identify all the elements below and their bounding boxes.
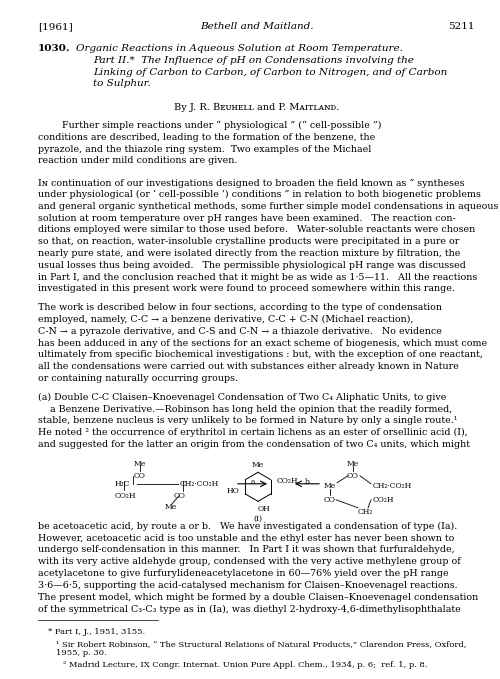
Text: acetylacetone to give furfurylideneacetylacetone in 60—76% yield over the pH ran: acetylacetone to give furfurylideneacety… [38,569,449,578]
Text: CO₂H: CO₂H [276,477,298,485]
Text: CO₂H: CO₂H [373,496,394,504]
Text: CO: CO [347,472,359,480]
Text: stable, benzene nucleus is very unlikely to be formed in Nature by only a single: stable, benzene nucleus is very unlikely… [38,416,458,426]
Text: employed, namely, C-C → a benzene derivative, C-C + C-N (Michael reaction),: employed, namely, C-C → a benzene deriva… [38,315,414,324]
Text: 5211: 5211 [448,22,475,31]
Text: to Sulphur.: to Sulphur. [93,79,151,88]
Text: However, acetoacetic acid is too unstable and the ethyl ester has never been sho: However, acetoacetic acid is too unstabl… [38,534,455,543]
Text: with its very active aldehyde group, condensed with the very active methylene gr: with its very active aldehyde group, con… [38,557,461,566]
Text: b: b [304,478,310,485]
Text: and suggested for the latter an origin from the condensation of two C₄ units, wh: and suggested for the latter an origin f… [38,440,470,449]
Text: CO: CO [174,492,186,500]
Text: of the symmetrical C₃-C₃ type as in (Ia), was diethyl 2-hydroxy-4,6-dimethylisop: of the symmetrical C₃-C₃ type as in (Ia)… [38,604,461,614]
Text: Me: Me [252,461,264,469]
Text: has been adduced in any of the sections for an exact scheme of biogenesis, which: has been adduced in any of the sections … [38,339,487,348]
Text: in Part I, and the conclusion reached that it might be as wide as 1·5—11.   All : in Part I, and the conclusion reached th… [38,272,477,282]
Text: Me: Me [324,482,336,490]
Text: By J. R. Bᴇᴜʜᴇʟʟ and P. Mᴀɪᴛʟᴀɴᴅ.: By J. R. Bᴇᴜʜᴇʟʟ and P. Mᴀɪᴛʟᴀɴᴅ. [174,103,339,112]
Text: CO: CO [324,496,336,504]
Text: 1955, p. 30.: 1955, p. 30. [56,649,106,657]
Text: Further simple reactions under “ physiological ” (“ cell-possible ”): Further simple reactions under “ physiol… [38,121,382,130]
Text: be acetoacetic acid, by route a or b.   We have investigated a condensation of t: be acetoacetic acid, by route a or b. We… [38,521,457,531]
Text: The present model, which might be formed by a double Claisen–Knoevenagel condens: The present model, which might be formed… [38,593,478,602]
Text: * Part I, J., 1951, 3155.: * Part I, J., 1951, 3155. [48,628,145,636]
Text: usual losses thus being avoided.   The permissible physiological pH range was di: usual losses thus being avoided. The per… [38,261,466,270]
Text: HO: HO [227,487,239,495]
Text: investigated in this present work were found to proceed somewhere within this ra: investigated in this present work were f… [38,285,455,293]
Text: solution at room temperature over pH ranges have been examined.   The reaction c: solution at room temperature over pH ran… [38,214,456,223]
Text: ¹ Sir Robert Robinson, “ The Structural Relations of Natural Products,” Clarendo: ¹ Sir Robert Robinson, “ The Structural … [56,640,467,648]
Text: Bethell and Maitland.: Bethell and Maitland. [200,22,313,31]
Text: CH₂·CO₂H: CH₂·CO₂H [180,480,219,488]
Text: Iɴ continuation of our investigations designed to broaden the field known as “ s: Iɴ continuation of our investigations de… [38,178,465,187]
Text: CH₂: CH₂ [358,508,374,516]
Text: Organic Reactions in Aqueous Solution at Room Temperature.: Organic Reactions in Aqueous Solution at… [76,44,403,53]
Text: a Benzene Derivative.—Robinson has long held the opinion that the readily formed: a Benzene Derivative.—Robinson has long … [38,405,452,414]
Text: H₃C: H₃C [115,480,130,488]
Text: ultimately from specific biochemical investigations : but, with the exception of: ultimately from specific biochemical inv… [38,350,483,359]
Text: (a) Double C-C Claisen–Knoevenagel Condensation of Two C₄ Aliphatic Units, to gi: (a) Double C-C Claisen–Knoevenagel Conde… [38,392,447,402]
Text: all the condensations were carried out with substances either already known in N: all the condensations were carried out w… [38,362,459,371]
Text: conditions are described, leading to the formation of the benzene, the: conditions are described, leading to the… [38,133,375,142]
Text: [1961]: [1961] [38,22,73,31]
Text: The work is described below in four sections, according to the type of condensat: The work is described below in four sect… [38,304,442,312]
Text: nearly pure state, and were isolated directly from the reaction mixture by filtr: nearly pure state, and were isolated dir… [38,249,461,258]
Text: reaction under mild conditions are given.: reaction under mild conditions are given… [38,156,237,166]
Text: 3·6—6·5, supporting the acid-catalysed mechanism for Claisen–Knoevenagel reactio: 3·6—6·5, supporting the acid-catalysed m… [38,581,458,590]
Text: He noted ² the occurrence of erythritol in certain lichens as an ester of orsell: He noted ² the occurrence of erythritol … [38,428,468,437]
Text: a: a [250,478,255,485]
Text: (I): (I) [254,515,262,524]
Text: undergo self-condensation in this manner.   In Part I it was shown that furfural: undergo self-condensation in this manner… [38,545,455,554]
Text: C-N → a pyrazole derivative, and C-S and C-N → a thiazole derivative.   No evide: C-N → a pyrazole derivative, and C-S and… [38,327,442,336]
Text: CO: CO [134,472,146,480]
Text: under physiological (or ‘ cell-possible ’) conditions ” in relation to both biog: under physiological (or ‘ cell-possible … [38,190,481,200]
Text: CO₂H: CO₂H [115,492,136,500]
Text: ditions employed were similar to those used before.   Water-soluble reactants we: ditions employed were similar to those u… [38,225,475,234]
Text: Me: Me [347,460,359,468]
Text: and general organic synthetical methods, some further simple model condensations: and general organic synthetical methods,… [38,202,498,210]
Text: OH: OH [258,505,270,513]
Text: Me: Me [165,503,177,511]
Text: Me: Me [134,460,146,468]
Text: ² Madrid Lecture, IX Congr. Internat. Union Pure Appl. Chem., 1934, p. 6;  ref. : ² Madrid Lecture, IX Congr. Internat. Un… [63,661,428,669]
Text: so that, on reaction, water-insoluble crystalline products were precipitated in : so that, on reaction, water-insoluble cr… [38,237,459,246]
Text: CH₂·CO₂H: CH₂·CO₂H [373,482,412,490]
Text: 1030.: 1030. [38,44,70,53]
Text: Linking of Carbon to Carbon, of Carbon to Nitrogen, and of Carbon: Linking of Carbon to Carbon, of Carbon t… [93,68,448,77]
Text: pyrazole, and the thiazole ring system.  Two examples of the Michael: pyrazole, and the thiazole ring system. … [38,145,372,153]
Text: Part II.*  The Influence of pH on Condensations involving the: Part II.* The Influence of pH on Condens… [93,56,414,65]
Text: or containing naturally occurring groups.: or containing naturally occurring groups… [38,374,238,383]
